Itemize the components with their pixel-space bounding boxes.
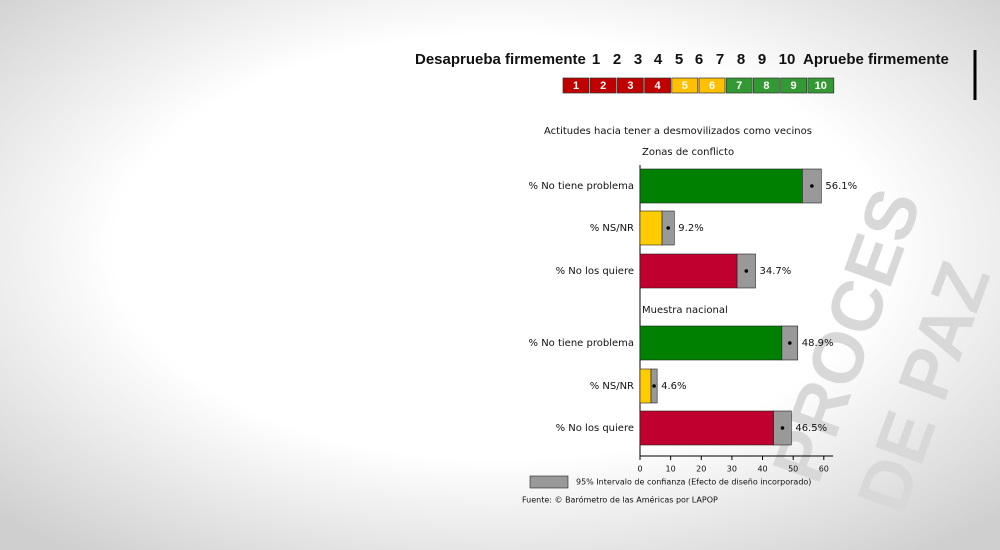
y-tick-label: % No los quiere <box>556 423 634 434</box>
x-tick-label: 10 <box>666 465 676 474</box>
bar <box>639 410 774 446</box>
scale-number: 1 <box>592 51 600 68</box>
scale-number: 3 <box>634 51 642 68</box>
scale-box <box>753 77 780 94</box>
x-tick-label: 60 <box>819 465 829 474</box>
scale-box-label: 1 <box>573 80 579 92</box>
y-tick-label: % NS/NR <box>590 223 634 234</box>
point-estimate <box>744 269 749 273</box>
legend-label: 95% Intervalo de confianza (Efecto de di… <box>576 478 811 487</box>
bar <box>639 253 738 289</box>
scale-box <box>562 77 590 94</box>
value-label: 4.6% <box>661 381 686 392</box>
x-tick-label: 30 <box>727 465 737 474</box>
scale-box <box>671 77 699 94</box>
x-tick-label: 0 <box>637 465 642 474</box>
point-estimate <box>810 184 814 188</box>
scale-number: 8 <box>737 51 745 68</box>
scale-box <box>617 77 644 94</box>
scale-box-label: 7 <box>736 80 742 92</box>
scale-number: 7 <box>716 51 724 68</box>
bar <box>639 168 803 204</box>
scale-box-label: 5 <box>682 80 688 92</box>
scale-box-label: 3 <box>627 80 633 92</box>
scale-box <box>780 77 807 94</box>
point-estimate <box>666 226 670 230</box>
scale-box <box>644 77 671 94</box>
x-tick-label: 50 <box>788 465 798 474</box>
scale-number: 9 <box>758 51 766 68</box>
scale-box-label: 4 <box>655 80 662 92</box>
panel-label: Zonas de conflicto <box>642 147 734 158</box>
value-label: 9.2% <box>678 223 703 234</box>
legend-swatch <box>529 475 569 489</box>
scale-box-label: 2 <box>600 80 606 92</box>
scale-right-label: Apruebe firmemente <box>803 51 949 68</box>
scale-box <box>698 77 726 94</box>
point-estimate <box>788 341 792 345</box>
value-label: 48.9% <box>802 338 834 349</box>
x-tick-label: 40 <box>757 465 767 474</box>
y-tick-label: % No tiene problema <box>529 181 634 192</box>
scale-box-label: 9 <box>791 80 797 92</box>
panel-label: Muestra nacional <box>642 305 728 316</box>
scale-left-label: Desaprueba firmemente <box>415 51 586 68</box>
scale-number: 4 <box>654 51 663 68</box>
y-tick-label: % No los quiere <box>556 266 634 277</box>
scale-box-label: 8 <box>763 80 769 92</box>
bar <box>639 368 652 404</box>
scale-box <box>589 77 617 94</box>
point-estimate <box>652 384 656 388</box>
scale-number: 5 <box>675 51 683 68</box>
y-tick-label: % NS/NR <box>590 381 634 392</box>
y-tick-label: % No tiene problema <box>529 338 634 349</box>
scale-number: 6 <box>695 51 703 68</box>
scale-number: 10 <box>779 51 796 68</box>
value-label: 34.7% <box>759 266 791 277</box>
point-estimate <box>780 426 785 430</box>
scale-box-label: 6 <box>709 80 715 92</box>
scale-box <box>725 77 753 94</box>
chart-title: Actitudes hacia tener a desmovilizados c… <box>544 126 812 137</box>
bar <box>639 325 783 361</box>
bar <box>639 210 663 246</box>
scale-box-label: 10 <box>815 80 827 92</box>
x-tick-label: 20 <box>696 465 706 474</box>
value-label: 46.5% <box>795 423 827 434</box>
scale-box <box>807 77 835 94</box>
scale-number: 2 <box>613 51 621 68</box>
source: Fuente: © Barómetro de las Américas por … <box>522 495 718 505</box>
value-label: 56.1% <box>825 181 857 192</box>
